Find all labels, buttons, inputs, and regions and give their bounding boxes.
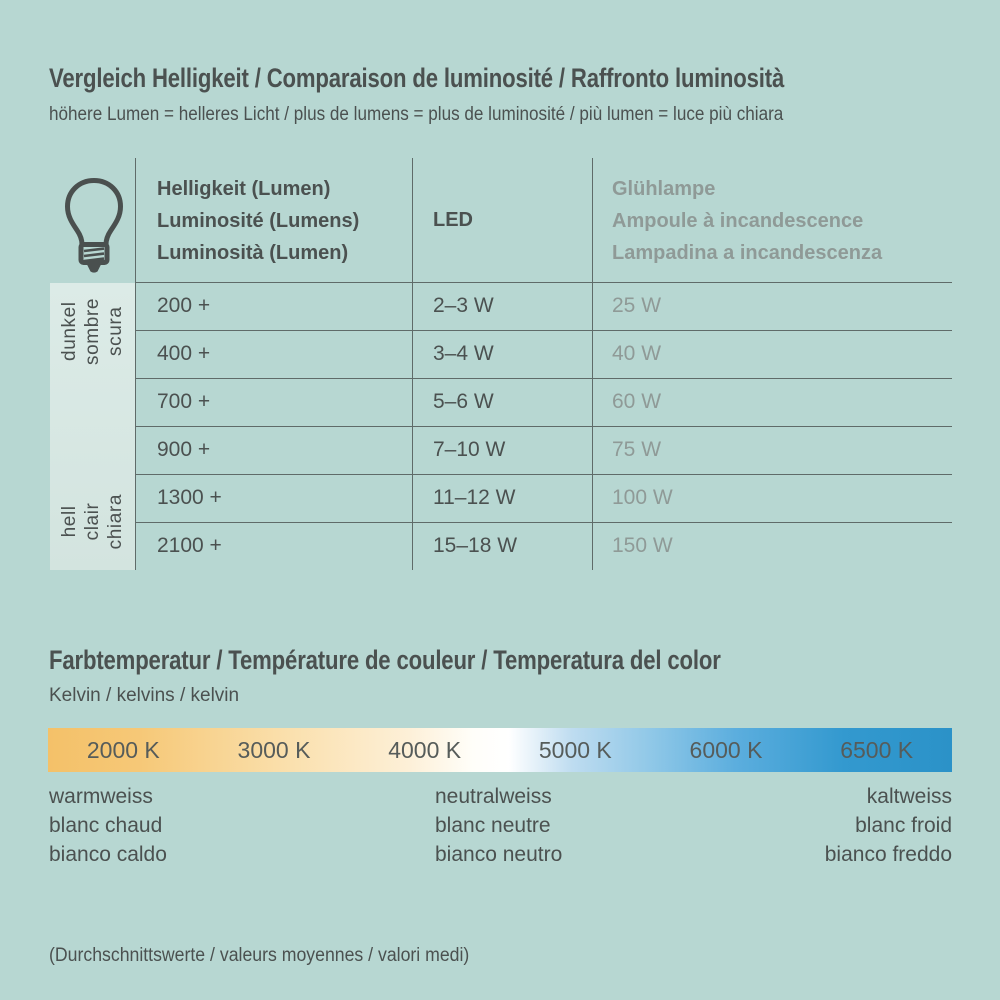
table-column-divider (135, 158, 136, 570)
table-cell-lumen: 200 + (157, 294, 211, 317)
column-header-incandescent-line: Lampadina a incandescenza (612, 242, 883, 264)
column-header-lumen-line: Luminosità (Lumen) (157, 242, 349, 264)
kelvin-legend: warmweiss blanc chaud bianco caldo neutr… (48, 782, 952, 872)
table-cell-lumen: 900 + (157, 438, 211, 461)
table-row-divider (135, 282, 952, 283)
brightness-section-subtitle-text: höhere Lumen = helleres Licht / plus de … (49, 104, 784, 125)
footnote-text: (Durchschnittswerte / valeurs moyennes /… (49, 945, 470, 966)
table-cell-led: 5–6 W (433, 390, 494, 413)
kelvin-tick-label: 6500 K (840, 737, 914, 763)
column-header-led: LED (433, 209, 473, 231)
column-header-lumen: Helligkeit (Lumen) Luminosité (Lumens) L… (157, 173, 359, 269)
scale-label-bright-text: hell clair chiara (58, 494, 127, 549)
scale-label-line: clair (82, 503, 103, 541)
table-row-divider (135, 330, 952, 331)
table-cell-led: 3–4 W (433, 342, 494, 365)
table-row-divider (135, 378, 952, 379)
brightness-section-title-text: Vergleich Helligkeit / Comparaison de lu… (49, 63, 785, 93)
table-cell-led: 15–18 W (433, 534, 518, 557)
scale-label-line: scura (105, 306, 126, 356)
legend-line: blanc neutre (435, 814, 551, 837)
table-cell-incandescent: 75 W (612, 438, 662, 461)
scale-label-line: sombre (82, 297, 103, 365)
column-header-incandescent-line: Ampoule à incandescence (612, 210, 864, 232)
table-cell-lumen: 2100 + (157, 534, 222, 557)
table-cell-lumen: 400 + (157, 342, 211, 365)
kelvin-tick-label: 5000 K (538, 737, 612, 763)
table-cell-incandescent: 100 W (612, 486, 673, 509)
column-header-incandescent-line: Glühlampe (612, 178, 716, 200)
kelvin-tick-label: 6000 K (689, 737, 763, 763)
footnote: (Durchschnittswerte / valeurs moyennes /… (49, 945, 501, 967)
temperature-section-title: Farbtemperatur / Température de couleur … (49, 645, 868, 676)
kelvin-tick-label: 2000 K (86, 737, 160, 763)
table-row-divider (135, 426, 952, 427)
legend-line: blanc froid (855, 814, 952, 837)
table-cell-lumen: 700 + (157, 390, 211, 413)
scale-label-bright: hell clair chiara (50, 474, 135, 570)
table-row-divider (135, 474, 952, 475)
legend-line: bianco caldo (49, 843, 167, 866)
table-cell-led: 7–10 W (433, 438, 506, 461)
brightness-table: Helligkeit (Lumen) Luminosité (Lumens) L… (48, 158, 952, 570)
table-cell-incandescent: 150 W (612, 534, 673, 557)
kelvin-gradient-bar: 2000 K 3000 K 4000 K 5000 K 6000 K 6500 … (48, 728, 952, 772)
table-row-divider (135, 522, 952, 523)
temperature-section-title-text: Farbtemperatur / Température de couleur … (49, 645, 721, 675)
table-cell-led: 11–12 W (433, 486, 516, 509)
table-cell-incandescent: 60 W (612, 390, 662, 413)
scale-label-line: chiara (105, 494, 126, 550)
legend-warm-white: warmweiss blanc chaud bianco caldo (49, 782, 167, 869)
brightness-section-title: Vergleich Helligkeit / Comparaison de lu… (49, 63, 945, 94)
column-header-lumen-line: Luminosité (Lumens) (157, 210, 360, 232)
table-cell-led: 2–3 W (433, 294, 494, 317)
scale-label-line: dunkel (59, 301, 80, 361)
kelvin-tick-label: 3000 K (237, 737, 311, 763)
legend-line: warmweiss (49, 785, 153, 808)
legend-line: neutralweiss (435, 785, 552, 808)
column-header-incandescent: Glühlampe Ampoule à incandescence Lampad… (612, 173, 882, 269)
legend-neutral-white: neutralweiss blanc neutre bianco neutro (435, 782, 562, 869)
legend-line: kaltweiss (866, 785, 952, 808)
column-header-lumen-line: Helligkeit (Lumen) (157, 178, 331, 200)
table-cell-lumen: 1300 + (157, 486, 222, 509)
legend-cold-white: kaltweiss blanc froid bianco freddo (825, 782, 952, 869)
legend-line: blanc chaud (49, 814, 163, 837)
table-column-divider (412, 158, 413, 570)
table-side-strip (50, 283, 135, 570)
table-cell-incandescent: 25 W (612, 294, 662, 317)
scale-label-dark-text: dunkel sombre scura (58, 298, 127, 365)
kelvin-tick-label: 4000 K (388, 737, 462, 763)
legend-line: bianco freddo (824, 843, 952, 866)
scale-label-line: hell (59, 506, 80, 538)
legend-line: bianco neutro (435, 843, 563, 866)
temperature-section-subtitle: Kelvin / kelvins / kelvin (49, 685, 240, 706)
scale-label-dark: dunkel sombre scura (50, 283, 135, 379)
table-cell-incandescent: 40 W (612, 342, 662, 365)
brightness-section-subtitle: höhere Lumen = helleres Licht / plus de … (49, 104, 865, 126)
lightbulb-icon (65, 178, 123, 273)
table-column-divider (592, 158, 593, 570)
